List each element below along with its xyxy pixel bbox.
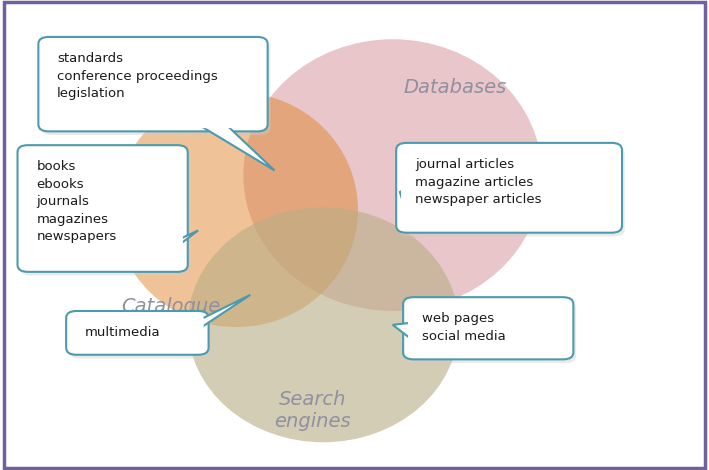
Text: standards
conference proceedings
legislation: standards conference proceedings legisla… [57,52,218,100]
Ellipse shape [243,39,542,311]
Text: Databases: Databases [403,78,507,97]
FancyBboxPatch shape [406,301,576,363]
Text: Catalogue: Catalogue [121,297,220,316]
FancyBboxPatch shape [403,297,574,360]
FancyBboxPatch shape [408,300,569,356]
FancyBboxPatch shape [396,143,622,233]
Ellipse shape [188,207,459,442]
FancyBboxPatch shape [401,146,617,229]
FancyBboxPatch shape [18,145,188,272]
Polygon shape [125,230,199,265]
FancyBboxPatch shape [69,315,211,359]
Ellipse shape [115,92,358,327]
Text: books
ebooks
journals
magazines
newspapers: books ebooks journals magazines newspape… [36,160,116,243]
FancyBboxPatch shape [66,311,208,355]
Text: Search
engines: Search engines [274,390,351,431]
Polygon shape [198,125,274,171]
FancyBboxPatch shape [23,149,183,269]
FancyBboxPatch shape [38,37,267,131]
Text: web pages
social media: web pages social media [422,313,506,343]
Polygon shape [393,322,413,341]
Polygon shape [400,191,406,214]
Text: journal articles
magazine articles
newspaper articles: journal articles magazine articles newsp… [415,158,542,206]
FancyBboxPatch shape [41,40,270,135]
FancyBboxPatch shape [399,147,625,236]
FancyBboxPatch shape [21,149,191,275]
Text: multimedia: multimedia [85,326,160,339]
FancyBboxPatch shape [43,40,263,128]
FancyBboxPatch shape [71,314,203,352]
Polygon shape [143,295,250,348]
